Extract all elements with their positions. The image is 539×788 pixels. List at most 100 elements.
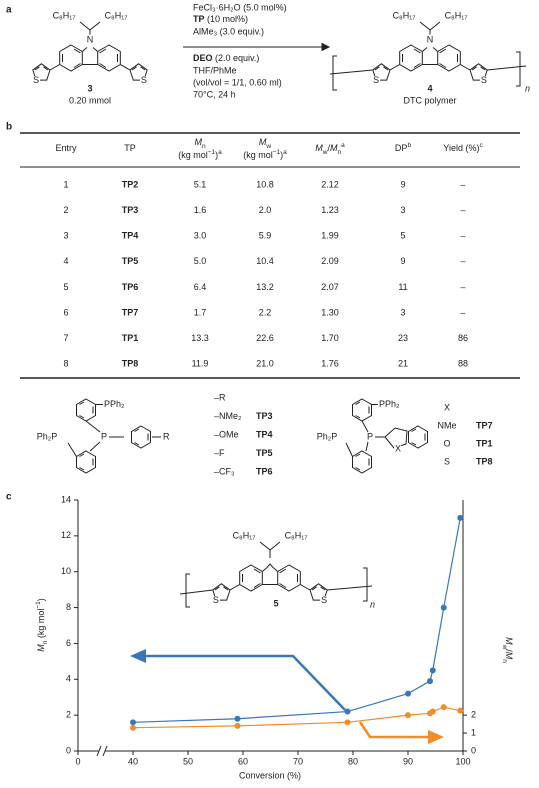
- data-point: [457, 514, 464, 521]
- y2-tick-label: 1: [471, 727, 476, 737]
- atom-label: C₈H₁₇: [105, 10, 128, 20]
- table-cell: 5.1: [194, 179, 207, 189]
- compound-number: 4: [427, 83, 432, 93]
- table-cell: TP2: [122, 179, 139, 189]
- table-cell: TP1: [122, 333, 139, 343]
- condition: DEO (2.0 equiv.): [193, 53, 259, 63]
- data-point: [457, 707, 464, 714]
- benzene: [352, 398, 372, 422]
- y2-tick-label: 2: [471, 710, 476, 720]
- atom-label: S: [373, 75, 379, 85]
- data-point: [234, 715, 241, 722]
- ligand-text: –R: [214, 392, 226, 402]
- table-cell: TP7: [122, 307, 139, 317]
- table-cell: 1.7: [194, 307, 207, 317]
- column-header: Mn: [194, 137, 206, 150]
- table-cell: 22.6: [256, 333, 274, 343]
- reaction-arrow: [183, 42, 331, 52]
- atom-label: S: [213, 595, 219, 605]
- text-part: (kg mol: [243, 150, 273, 160]
- column-header: Mw: [259, 137, 272, 150]
- table-cell: –: [460, 231, 465, 241]
- table-cell: TP5: [122, 256, 139, 266]
- table-cell: 2.09: [321, 256, 339, 266]
- condition: (vol/vol = 1/1, 0.60 ml): [193, 77, 282, 87]
- ligand-text: TP6: [256, 466, 273, 476]
- data-point: [344, 708, 351, 715]
- table-cell: 7: [63, 333, 68, 343]
- ligand-text: PPh₂: [379, 399, 400, 409]
- text-part: (kg mol: [36, 609, 46, 641]
- condition: AlMe₃ (3.0 equiv.): [193, 26, 264, 36]
- data-point: [130, 724, 136, 731]
- table-cell: 1.99: [321, 231, 339, 241]
- carbazole: [59, 21, 121, 72]
- ligand-text: Ph₂P: [37, 431, 58, 441]
- table-cell: 1.70: [321, 333, 339, 343]
- atom-label: C₈H₁₇: [285, 530, 308, 540]
- text-part: M: [330, 143, 338, 153]
- text-part: M: [259, 137, 267, 147]
- atom-label: C₈H₁₇: [53, 10, 76, 20]
- text-part: ): [36, 598, 46, 601]
- x-tick-label: 100: [455, 756, 470, 766]
- benzene: [352, 450, 372, 474]
- compound-name: DTC polymer: [403, 95, 456, 105]
- condition-name: TP: [193, 14, 205, 24]
- table-cell: 2.2: [259, 307, 272, 317]
- ligand-text: –OMe: [214, 429, 239, 439]
- benzene: [131, 425, 151, 449]
- table-cell: 6.4: [194, 282, 207, 292]
- compound-number: 5: [273, 598, 278, 608]
- ligand-text: TP8: [476, 456, 493, 466]
- benzene: [76, 398, 96, 422]
- data-point: [405, 712, 411, 719]
- y-tick-label: 0: [66, 745, 71, 755]
- y-tick-label: 4: [66, 674, 71, 684]
- text-part: a: [341, 142, 345, 149]
- table-cell: 6: [63, 307, 68, 317]
- data-point: [427, 678, 433, 685]
- ligand-text: O: [443, 438, 450, 448]
- table-cell: 21.0: [256, 359, 274, 369]
- text-part: a: [283, 149, 287, 156]
- text-part: DP: [395, 143, 408, 153]
- amount: 0.20 mmol: [69, 95, 111, 105]
- condition-amount: (10 mol%): [205, 14, 249, 24]
- y2-tick-label: 0: [471, 745, 476, 755]
- table-cell: 2.07: [321, 282, 339, 292]
- y-tick-label: 14: [61, 494, 71, 504]
- table-cell: 11.9: [192, 359, 209, 369]
- text-part: −1: [35, 601, 42, 609]
- ligand-text: X: [395, 443, 401, 453]
- table-cell: 2.12: [321, 179, 339, 189]
- condition-amount: (2.0 equiv.): [213, 53, 260, 63]
- atom-label: N: [427, 34, 434, 44]
- y-tick-label: 2: [66, 710, 71, 720]
- y-tick-label: 6: [66, 638, 71, 648]
- atom-label: N: [87, 34, 94, 44]
- text-part: w: [322, 149, 328, 156]
- condition: TP (10 mol%): [193, 14, 248, 24]
- benzene: [76, 450, 96, 474]
- table-cell: –: [460, 307, 465, 317]
- ligand-text: X: [444, 402, 450, 412]
- chart-frame: [77, 500, 464, 757]
- table-cell: 13.2: [256, 282, 274, 292]
- repeat-index: n: [525, 83, 530, 93]
- ligand-text: TP4: [256, 429, 273, 439]
- table-cell: 3.0: [194, 231, 207, 241]
- table-cell: 4: [63, 256, 68, 266]
- table-cell: –: [460, 179, 465, 189]
- monomer-structure: [179, 541, 373, 608]
- table-cell: TP6: [122, 282, 139, 292]
- table-cell: 10.4: [256, 256, 274, 266]
- y-tick-label: 10: [61, 566, 71, 576]
- column-header: (kg mol−1)a: [178, 149, 222, 160]
- data-point: [440, 704, 447, 711]
- trend-line: [132, 706, 461, 729]
- table-cell: 1.30: [321, 307, 339, 317]
- ligand-right-structure: [345, 398, 428, 474]
